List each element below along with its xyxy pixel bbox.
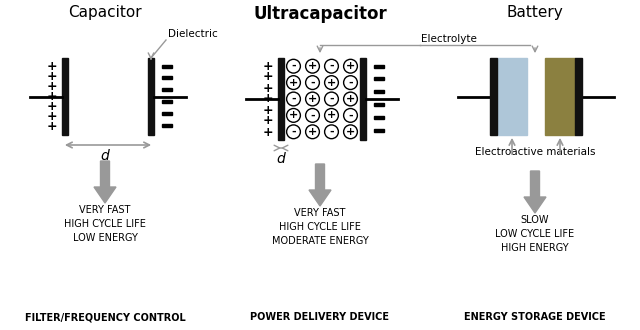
Text: +: + [262, 59, 273, 73]
Text: +: + [47, 110, 58, 123]
Bar [148, 58, 154, 135]
Circle shape [287, 125, 300, 139]
Circle shape [306, 76, 319, 89]
Bar [360, 58, 366, 140]
Bar [374, 128, 384, 131]
Text: Electrolyte: Electrolyte [421, 34, 477, 44]
Text: Dielectric: Dielectric [168, 29, 218, 39]
Text: +: + [308, 94, 317, 104]
Bar [497, 58, 527, 135]
Text: POWER DELIVERY DEVICE: POWER DELIVERY DEVICE [250, 312, 390, 322]
Text: -: - [310, 78, 315, 87]
Bar [162, 123, 172, 126]
Text: d: d [276, 152, 285, 166]
Text: -: - [291, 61, 296, 71]
Circle shape [344, 76, 357, 89]
Text: +: + [47, 70, 58, 83]
Circle shape [344, 109, 357, 122]
Bar [62, 58, 68, 135]
Bar [374, 64, 384, 68]
Text: Ultracapacitor: Ultracapacitor [253, 5, 387, 23]
Circle shape [287, 76, 300, 89]
Text: Battery: Battery [507, 5, 563, 20]
Bar [545, 58, 575, 135]
Text: Electroactive materials: Electroactive materials [475, 147, 595, 157]
Text: +: + [262, 125, 273, 139]
Text: +: + [47, 80, 58, 93]
Circle shape [344, 92, 357, 106]
Bar [374, 103, 384, 106]
Text: +: + [262, 92, 273, 106]
Text: FILTER/FREQUENCY CONTROL: FILTER/FREQUENCY CONTROL [24, 312, 186, 322]
Text: +: + [47, 59, 58, 73]
Bar [490, 58, 497, 135]
Circle shape [324, 92, 339, 106]
Circle shape [287, 109, 300, 122]
Bar [575, 58, 582, 135]
Text: Capacitor: Capacitor [68, 5, 142, 20]
Text: +: + [346, 127, 355, 137]
Text: ENERGY STORAGE DEVICE: ENERGY STORAGE DEVICE [464, 312, 606, 322]
Text: +: + [262, 71, 273, 83]
Text: +: + [47, 100, 58, 113]
Circle shape [306, 125, 319, 139]
Text: -: - [291, 127, 296, 137]
Circle shape [287, 92, 300, 106]
Bar [162, 64, 172, 68]
Text: -: - [348, 78, 353, 87]
Text: +: + [327, 78, 336, 87]
Text: +: + [289, 78, 298, 87]
Circle shape [324, 59, 339, 73]
Text: +: + [47, 90, 58, 103]
Circle shape [306, 92, 319, 106]
Bar [162, 112, 172, 115]
FancyArrow shape [94, 161, 116, 203]
Text: -: - [329, 127, 334, 137]
Text: +: + [262, 115, 273, 127]
Bar [374, 77, 384, 80]
Circle shape [324, 76, 339, 89]
Text: d: d [100, 149, 109, 163]
Circle shape [306, 109, 319, 122]
Text: -: - [329, 61, 334, 71]
Text: +: + [308, 61, 317, 71]
FancyArrow shape [524, 171, 546, 213]
Text: +: + [262, 104, 273, 116]
Text: +: + [262, 82, 273, 94]
Bar [278, 58, 284, 140]
Text: VERY FAST
HIGH CYCLE LIFE
LOW ENERGY: VERY FAST HIGH CYCLE LIFE LOW ENERGY [64, 205, 146, 243]
Text: -: - [348, 111, 353, 120]
Text: -: - [291, 94, 296, 104]
Text: +: + [308, 127, 317, 137]
Text: +: + [289, 111, 298, 120]
Circle shape [306, 59, 319, 73]
Text: +: + [327, 111, 336, 120]
Text: -: - [310, 111, 315, 120]
Circle shape [344, 125, 357, 139]
Text: SLOW
LOW CYCLE LIFE
HIGH ENERGY: SLOW LOW CYCLE LIFE HIGH ENERGY [495, 215, 575, 253]
FancyArrow shape [309, 164, 331, 206]
Text: VERY FAST
HIGH CYCLE LIFE
MODERATE ENERGY: VERY FAST HIGH CYCLE LIFE MODERATE ENERG… [271, 208, 369, 246]
Circle shape [287, 59, 300, 73]
Bar [374, 90, 384, 93]
Bar [162, 100, 172, 103]
Circle shape [324, 125, 339, 139]
Bar [374, 116, 384, 119]
Text: +: + [346, 61, 355, 71]
Text: +: + [346, 94, 355, 104]
Circle shape [344, 59, 357, 73]
Text: -: - [329, 94, 334, 104]
Bar [162, 76, 172, 79]
Bar [162, 88, 172, 91]
Text: +: + [47, 120, 58, 134]
Circle shape [324, 109, 339, 122]
